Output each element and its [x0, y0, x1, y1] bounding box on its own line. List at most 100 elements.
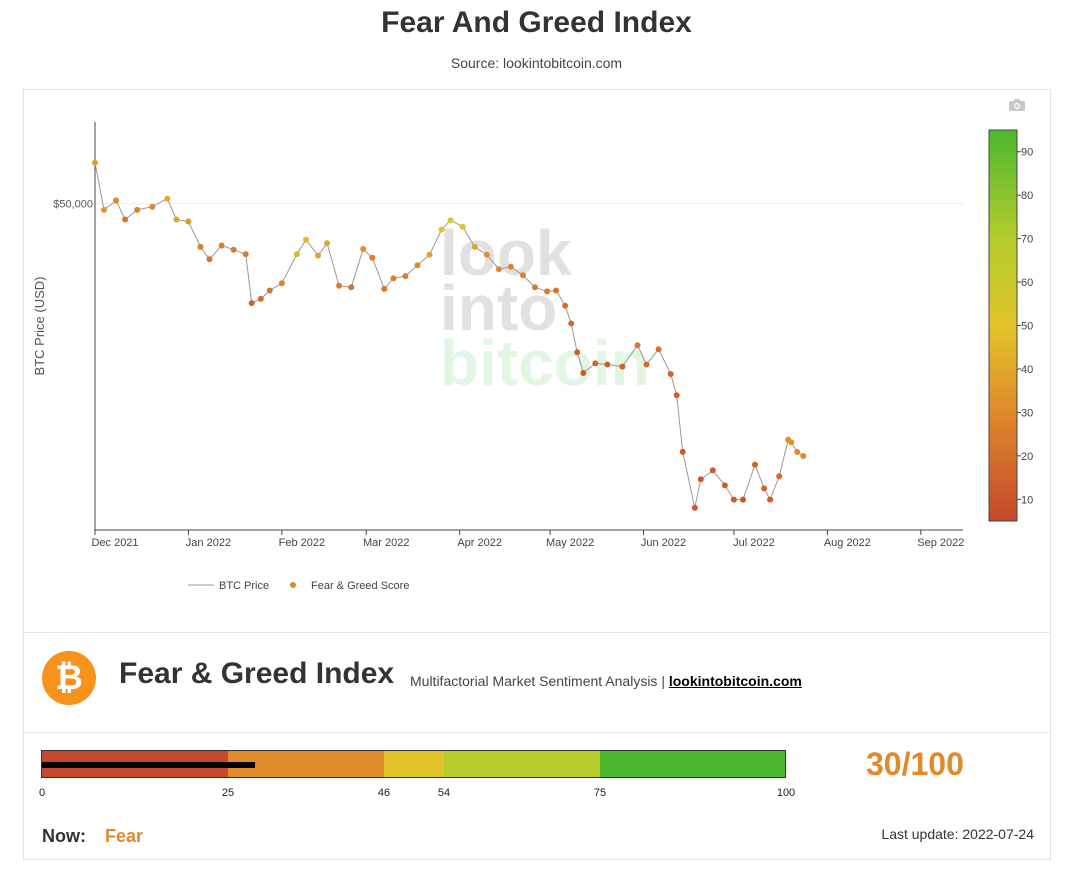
fear-greed-point [315, 252, 321, 259]
fear-greed-point [369, 254, 376, 261]
y-axis-label: BTC Price (USD) [32, 277, 47, 376]
fear-greed-point [459, 223, 466, 230]
fear-greed-point [483, 251, 490, 258]
fear-greed-point [507, 263, 514, 270]
page-source: Source: lookintobitcoin.com [450, 55, 623, 71]
now-label: Now: [42, 826, 86, 846]
fear-greed-point [673, 392, 680, 399]
x-tick-label: Feb 2022 [279, 537, 325, 549]
fear-greed-point [562, 302, 569, 309]
fear-greed-point [438, 226, 445, 233]
fear-greed-point [580, 370, 587, 376]
lookintobitcoin-link[interactable]: lookintobitcoin.com [668, 673, 802, 689]
gauge-value-bar [42, 762, 256, 768]
fear-greed-point [242, 251, 249, 258]
fear-greed-point [336, 282, 343, 289]
colorbar-tick-label: 70 [1021, 234, 1033, 246]
brand-subtitle-text: Multifactorial Market Sentiment Analysis… [410, 673, 669, 689]
x-tick-label: May 2022 [546, 537, 594, 549]
fear-greed-point [788, 439, 795, 446]
fear-greed-point [691, 504, 698, 511]
fear-greed-point [740, 496, 746, 503]
y-tick-label: $50,000 [53, 199, 93, 211]
gauge-tick-label: 100 [776, 787, 796, 799]
x-tick-label: Apr 2022 [457, 537, 502, 549]
fear-greed-point [619, 363, 626, 370]
fear-greed-point [532, 284, 538, 291]
colorbar-tick-label: 80 [1021, 190, 1033, 202]
x-tick-label: Mar 2022 [363, 537, 409, 549]
watermark-text: into [440, 272, 557, 344]
colorbar-tick-label: 50 [1021, 321, 1033, 333]
colorbar-tick-label: 60 [1021, 277, 1033, 289]
gauge-greed-segment [444, 751, 600, 777]
fear-greed-point [348, 284, 355, 291]
fear-greed-point [248, 300, 255, 307]
fear-greed-point [324, 240, 331, 247]
fear-greed-point [604, 361, 611, 368]
fear-greed-point [92, 159, 98, 166]
score-value: 30/100 [866, 746, 964, 782]
fear-greed-point [101, 206, 107, 213]
colorbar-tick-label: 20 [1021, 451, 1033, 463]
page-title: Fear And Greed Index [381, 6, 692, 39]
x-tick-label: Jul 2022 [733, 537, 775, 549]
watermark-text: bitcoin [440, 327, 650, 399]
x-tick-label: Jun 2022 [641, 537, 686, 549]
fear-greed-point [303, 236, 309, 243]
fear-greed-point [574, 349, 581, 356]
brand-subtitle: Multifactorial Market Sentiment Analysis… [410, 673, 802, 689]
fear-greed-point [185, 218, 192, 225]
fear-greed-point [360, 246, 367, 252]
fear-greed-point [794, 448, 801, 455]
camera-icon[interactable] [1009, 99, 1025, 111]
colorbar [988, 129, 1018, 522]
x-tick-label: Aug 2022 [824, 537, 871, 549]
gauge-tick-label: 54 [437, 787, 451, 799]
fear-greed-point [634, 342, 641, 349]
panel-divider [23, 632, 1051, 633]
legend-label: Fear & Greed Score [311, 580, 409, 592]
colorbar-tick-label: 10 [1021, 494, 1033, 506]
fear-greed-point [266, 287, 273, 294]
bitcoin-logo-icon: ₿ [42, 651, 96, 705]
fear-greed-point [230, 246, 237, 253]
x-tick-label: Dec 2021 [91, 537, 138, 549]
fear-greed-point [767, 496, 774, 503]
fear-greed-point [544, 288, 551, 295]
fear-greed-point [495, 266, 502, 273]
fear-greed-point [293, 251, 300, 258]
fear-greed-point [709, 467, 716, 474]
now-sentiment: Fear [105, 826, 144, 846]
gauge-tick-label: 0 [38, 787, 46, 799]
fear-greed-point [655, 346, 662, 353]
fear-greed-point [197, 243, 204, 250]
fear-greed-point [553, 287, 560, 294]
fear-greed-point [679, 448, 686, 455]
fear-greed-point [218, 242, 225, 249]
fear-greed-point [520, 272, 526, 279]
colorbar-tick-label: 90 [1021, 147, 1033, 159]
fear-greed-point [592, 360, 599, 367]
gauge-tick-label: 75 [593, 787, 607, 799]
colorbar-tick-label: 30 [1021, 407, 1033, 419]
fear-greed-point [761, 485, 768, 492]
fear-greed-gauge [41, 750, 786, 778]
fear-greed-point [173, 216, 180, 223]
fear-greed-point [122, 216, 129, 223]
x-tick-label: Jan 2022 [186, 537, 231, 549]
fear-greed-point [643, 361, 650, 368]
fear-greed-point [800, 453, 807, 459]
fear-greed-point [149, 203, 156, 210]
panel-divider [23, 732, 1051, 733]
last-update: Last update: 2022-07-24 [881, 826, 1034, 842]
fear-greed-point [206, 256, 213, 263]
gauge-tick-label: 46 [377, 787, 391, 799]
fear-greed-point [390, 275, 397, 282]
colorbar-tick-label: 40 [1021, 364, 1033, 376]
fear-greed-point [752, 461, 758, 468]
fear-greed-point [164, 195, 171, 202]
gauge-extreme-greed-segment [600, 751, 785, 777]
gauge-neutral-segment [384, 751, 444, 777]
